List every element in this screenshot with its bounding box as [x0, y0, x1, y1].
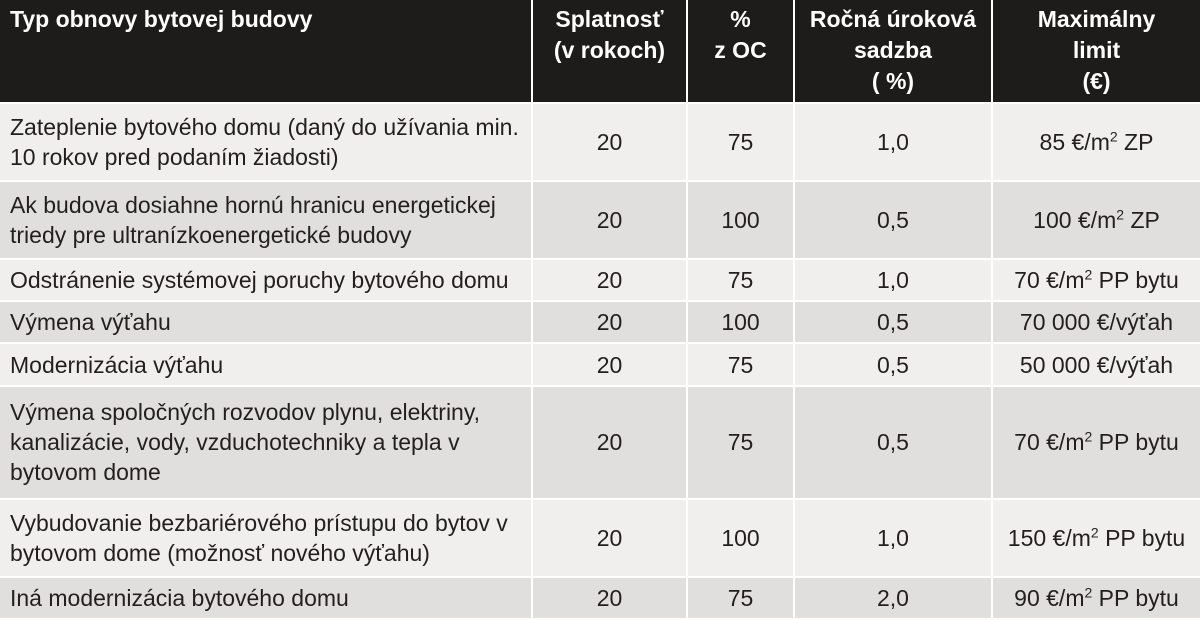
row-splatnost: 20: [532, 180, 688, 260]
header-row: Typ obnovy bytovej budovy Splatnosť (v ro…: [0, 0, 1200, 104]
row-limit: 70 €/m2 PP bytu: [992, 258, 1200, 302]
limit-superscript: 2: [1109, 128, 1118, 145]
header-limit: Maximálny limit (€): [992, 0, 1200, 104]
row-splatnost: 20: [532, 343, 688, 387]
row-percent: 100: [687, 180, 795, 260]
limit-main: 90 €/m: [1014, 584, 1085, 611]
row-rate: 1,0: [794, 103, 993, 182]
table-row: Modernizácia výťahu 20 75 0,5 50 000 €/v…: [0, 343, 1200, 387]
row-type: Výmena spoločných rozvodov plynu, elektr…: [0, 385, 533, 500]
header-splatnost: Splatnosť (v rokoch): [532, 0, 688, 104]
row-rate: 1,0: [794, 258, 993, 302]
row-type: Zateplenie bytového domu (daný do užívan…: [0, 103, 533, 182]
row-splatnost: 20: [532, 300, 688, 345]
row-splatnost: 20: [532, 258, 688, 302]
limit-superscript: 2: [1084, 584, 1093, 601]
row-type: Vybudovanie bezbariérového prístupu do b…: [0, 498, 533, 578]
limit-main: 150 €/m: [1007, 524, 1091, 551]
limit-superscript: 2: [1084, 428, 1093, 445]
table-row: Zateplenie bytového domu (daný do užívan…: [0, 103, 1200, 182]
limit-unit: ZP: [1124, 206, 1160, 233]
header-type: Typ obnovy bytovej budovy: [0, 0, 533, 104]
row-rate: 0,5: [794, 180, 993, 260]
limit-unit: ZP: [1117, 128, 1154, 155]
limit-main: 70 000 €/výťah: [1019, 309, 1174, 336]
table-row: Iná modernizácia bytového domu 20 75 2,0…: [0, 576, 1200, 620]
table-row: Odstránenie systémovej poruchy bytového …: [0, 258, 1200, 302]
limit-superscript: 2: [1090, 524, 1099, 541]
row-rate: 2,0: [794, 576, 993, 620]
row-percent: 100: [687, 300, 795, 345]
row-splatnost: 20: [532, 385, 688, 500]
row-type: Ak budova dosiahne hornú hranicu energet…: [0, 180, 533, 260]
row-splatnost: 20: [532, 103, 688, 182]
limit-main: 50 000 €/výťah: [1019, 351, 1174, 378]
row-limit: 85 €/m2 ZP: [992, 103, 1200, 182]
row-rate: 0,5: [794, 343, 993, 387]
row-rate: 0,5: [794, 300, 993, 345]
row-type: Odstránenie systémovej poruchy bytového …: [0, 258, 533, 302]
limit-main: 70 €/m: [1014, 429, 1085, 456]
row-rate: 0,5: [794, 385, 993, 500]
row-limit: 100 €/m2 ZP: [992, 180, 1200, 260]
row-percent: 75: [687, 343, 795, 387]
header-rate: Ročná úroková sadzba( %): [794, 0, 993, 104]
row-percent: 100: [687, 498, 795, 578]
row-rate: 1,0: [794, 498, 993, 578]
row-percent: 75: [687, 385, 795, 500]
row-percent: 75: [687, 576, 795, 620]
limit-unit: PP bytu: [1098, 524, 1186, 551]
header-percent: % z OC: [687, 0, 795, 104]
table-row: Ak budova dosiahne hornú hranicu energet…: [0, 180, 1200, 260]
row-splatnost: 20: [532, 576, 688, 620]
limit-superscript: 2: [1116, 205, 1125, 222]
limit-superscript: 2: [1084, 266, 1093, 283]
table-row: Vybudovanie bezbariérového prístupu do b…: [0, 498, 1200, 578]
row-limit: 70 000 €/výťah: [992, 300, 1200, 345]
limit-main: 100 €/m: [1033, 206, 1117, 233]
limit-unit: PP bytu: [1092, 266, 1179, 293]
row-percent: 75: [687, 103, 795, 182]
row-limit: 90 €/m2 PP bytu: [992, 576, 1200, 620]
row-type: Modernizácia výťahu: [0, 343, 533, 387]
row-type: Iná modernizácia bytového domu: [0, 576, 533, 620]
table-row: Výmena spoločných rozvodov plynu, elektr…: [0, 385, 1200, 500]
row-splatnost: 20: [532, 498, 688, 578]
limit-unit: PP bytu: [1092, 429, 1179, 456]
row-limit: 50 000 €/výťah: [992, 343, 1200, 387]
row-limit: 150 €/m2 PP bytu: [992, 498, 1200, 578]
limit-unit: PP bytu: [1092, 584, 1179, 611]
row-type: Výmena výťahu: [0, 300, 533, 345]
row-limit: 70 €/m2 PP bytu: [992, 385, 1200, 500]
table-row: Výmena výťahu 20 100 0,5 70 000 €/výťah: [0, 300, 1200, 345]
row-percent: 75: [687, 258, 795, 302]
limit-main: 70 €/m: [1014, 266, 1085, 293]
limit-main: 85 €/m: [1039, 128, 1110, 155]
